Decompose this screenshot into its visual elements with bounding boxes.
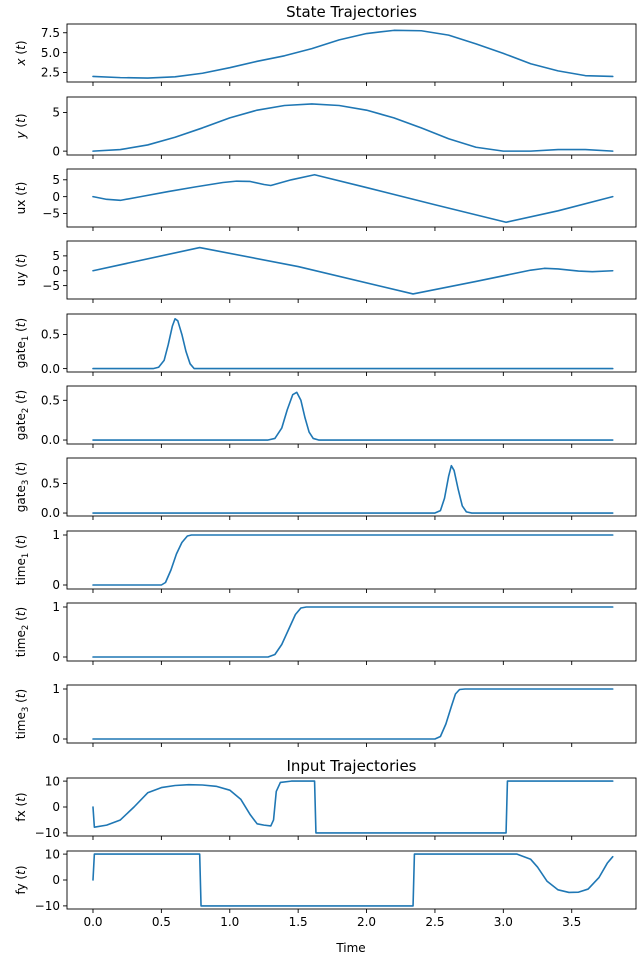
x-axis-label: Time: [335, 941, 365, 955]
x-tick-label: 3.5: [562, 915, 581, 929]
series-line-gate2: [92, 391, 614, 441]
y-tick-label-fy: 0: [52, 873, 60, 887]
y-axis-label-gate2: gate2 (t): [14, 390, 31, 440]
y-tick-label-fy: 10: [45, 847, 60, 861]
axes-frame-time2: [66, 602, 637, 662]
panel-ux: −5 0 5 ux (t): [14, 168, 637, 231]
y-tick-label-fx: −10: [35, 826, 60, 840]
y-tick-label-uy: −5: [42, 279, 60, 293]
panel-time2: 0 1 time2 (t): [14, 600, 637, 665]
series-line-time3: [92, 688, 614, 740]
y-axis-label-gate3: gate3 (t): [14, 462, 31, 512]
x-tick-label: 3.0: [494, 915, 513, 929]
panel-fx: −10 0 10 fx (t) Input Trajectories: [14, 757, 637, 840]
x-tick-label: 2.5: [425, 915, 444, 929]
y-tick-label-uy: 0: [52, 264, 60, 278]
y-tick-label-y: 0: [52, 144, 60, 158]
series-line-y: [92, 103, 614, 152]
series-line-time2: [92, 606, 614, 658]
series-line-gate1: [92, 317, 614, 370]
series-line-ux: [92, 173, 614, 224]
y-axis-label-uy: uy (t): [14, 254, 28, 287]
y-tick-label-fx: 0: [52, 800, 60, 814]
axes-frame-x: [66, 23, 637, 83]
panel-time1: 0 1 time1 (t): [14, 528, 637, 593]
y-tick-label-gate3: 0.5: [41, 477, 60, 491]
y-tick-label-time1: 1: [52, 528, 60, 542]
axes-frame-fx: [66, 777, 637, 837]
y-tick-label-gate3: 0.0: [41, 506, 60, 520]
y-tick-label-x: 7.5: [41, 26, 60, 40]
axes-frame-ux: [66, 168, 637, 228]
y-tick-label-x: 2.5: [41, 66, 60, 80]
y-axis-label-x: x (t): [14, 40, 28, 66]
axes-frame-fy: [66, 850, 637, 910]
series-line-fx: [92, 780, 614, 834]
series-line-time1: [92, 534, 614, 586]
y-tick-label-fy: −10: [35, 899, 60, 913]
x-tick-label: 1.5: [289, 915, 308, 929]
panel-title-x: State Trajectories: [286, 3, 417, 21]
panel-gate3: 0.0 0.5 gate3 (t): [14, 457, 637, 520]
panel-gate1: 0.0 0.5 gate1 (t): [14, 313, 637, 376]
y-axis-label-fx: fx (t): [14, 792, 28, 821]
x-tick-label: 0.5: [152, 915, 171, 929]
axes-frame-y: [66, 96, 637, 156]
y-axis-label-time3: time3 (t): [14, 689, 31, 739]
panel-uy: −505 uy (t): [14, 240, 637, 303]
axes-frame-gate3: [66, 457, 637, 517]
y-tick-label-uy: 5: [52, 249, 60, 263]
axes-frame-gate1: [66, 313, 637, 373]
axes-frame-uy: [66, 240, 637, 300]
y-tick-label-y: 5: [52, 106, 60, 120]
y-tick-label-gate1: 0.5: [41, 328, 60, 342]
y-tick-label-time3: 1: [52, 682, 60, 696]
y-tick-label-ux: −5: [42, 207, 60, 221]
series-line-gate3: [92, 464, 614, 514]
panel-x: 2.5 5.0 7.5 x (t) State Trajectories: [14, 3, 637, 86]
y-tick-label-time1: 0: [52, 578, 60, 592]
x-tick-label: 2.0: [357, 915, 376, 929]
y-tick-label-ux: 0: [52, 190, 60, 204]
panel-time3: 0 1 time3 (t): [14, 682, 637, 747]
y-tick-label-time2: 1: [52, 600, 60, 614]
panel-fy: −10 0 10 0.0 0.5 1.0 1.5 2.0 2.5 3.0 3.5 fy (t): [14, 847, 637, 929]
y-tick-label-time2: 0: [52, 650, 60, 664]
axes-frame-gate2: [66, 385, 637, 445]
y-tick-label-x: 5.0: [41, 46, 60, 60]
y-tick-label-ux: 5: [52, 173, 60, 187]
y-tick-label-fx: 10: [45, 774, 60, 788]
panel-title-fx: Input Trajectories: [286, 757, 416, 775]
y-tick-label-gate1: 0.0: [41, 362, 60, 376]
panel-gate2: 0.0 0.5 gate2 (t): [14, 385, 637, 448]
series-line-uy: [92, 246, 614, 295]
y-tick-label-gate2: 0.5: [41, 394, 60, 408]
y-axis-label-time1: time1 (t): [14, 535, 31, 585]
y-axis-label-gate1: gate1 (t): [14, 318, 31, 368]
y-axis-label-y: y (t): [14, 113, 28, 139]
axes-frame-time1: [66, 530, 637, 590]
panel-y: 0 5 y (t): [14, 96, 637, 159]
series-line-fy: [92, 853, 614, 907]
x-tick-label: 0.0: [83, 915, 102, 929]
y-axis-label-time2: time2 (t): [14, 607, 31, 657]
y-axis-label-ux: ux (t): [14, 182, 28, 215]
y-tick-label-time3: 0: [52, 732, 60, 746]
y-tick-label-gate2: 0.0: [41, 433, 60, 447]
y-axis-label-fy: fy (t): [14, 865, 28, 894]
x-tick-label: 1.0: [220, 915, 239, 929]
series-line-x: [92, 29, 614, 79]
axes-frame-time3: [66, 684, 637, 744]
